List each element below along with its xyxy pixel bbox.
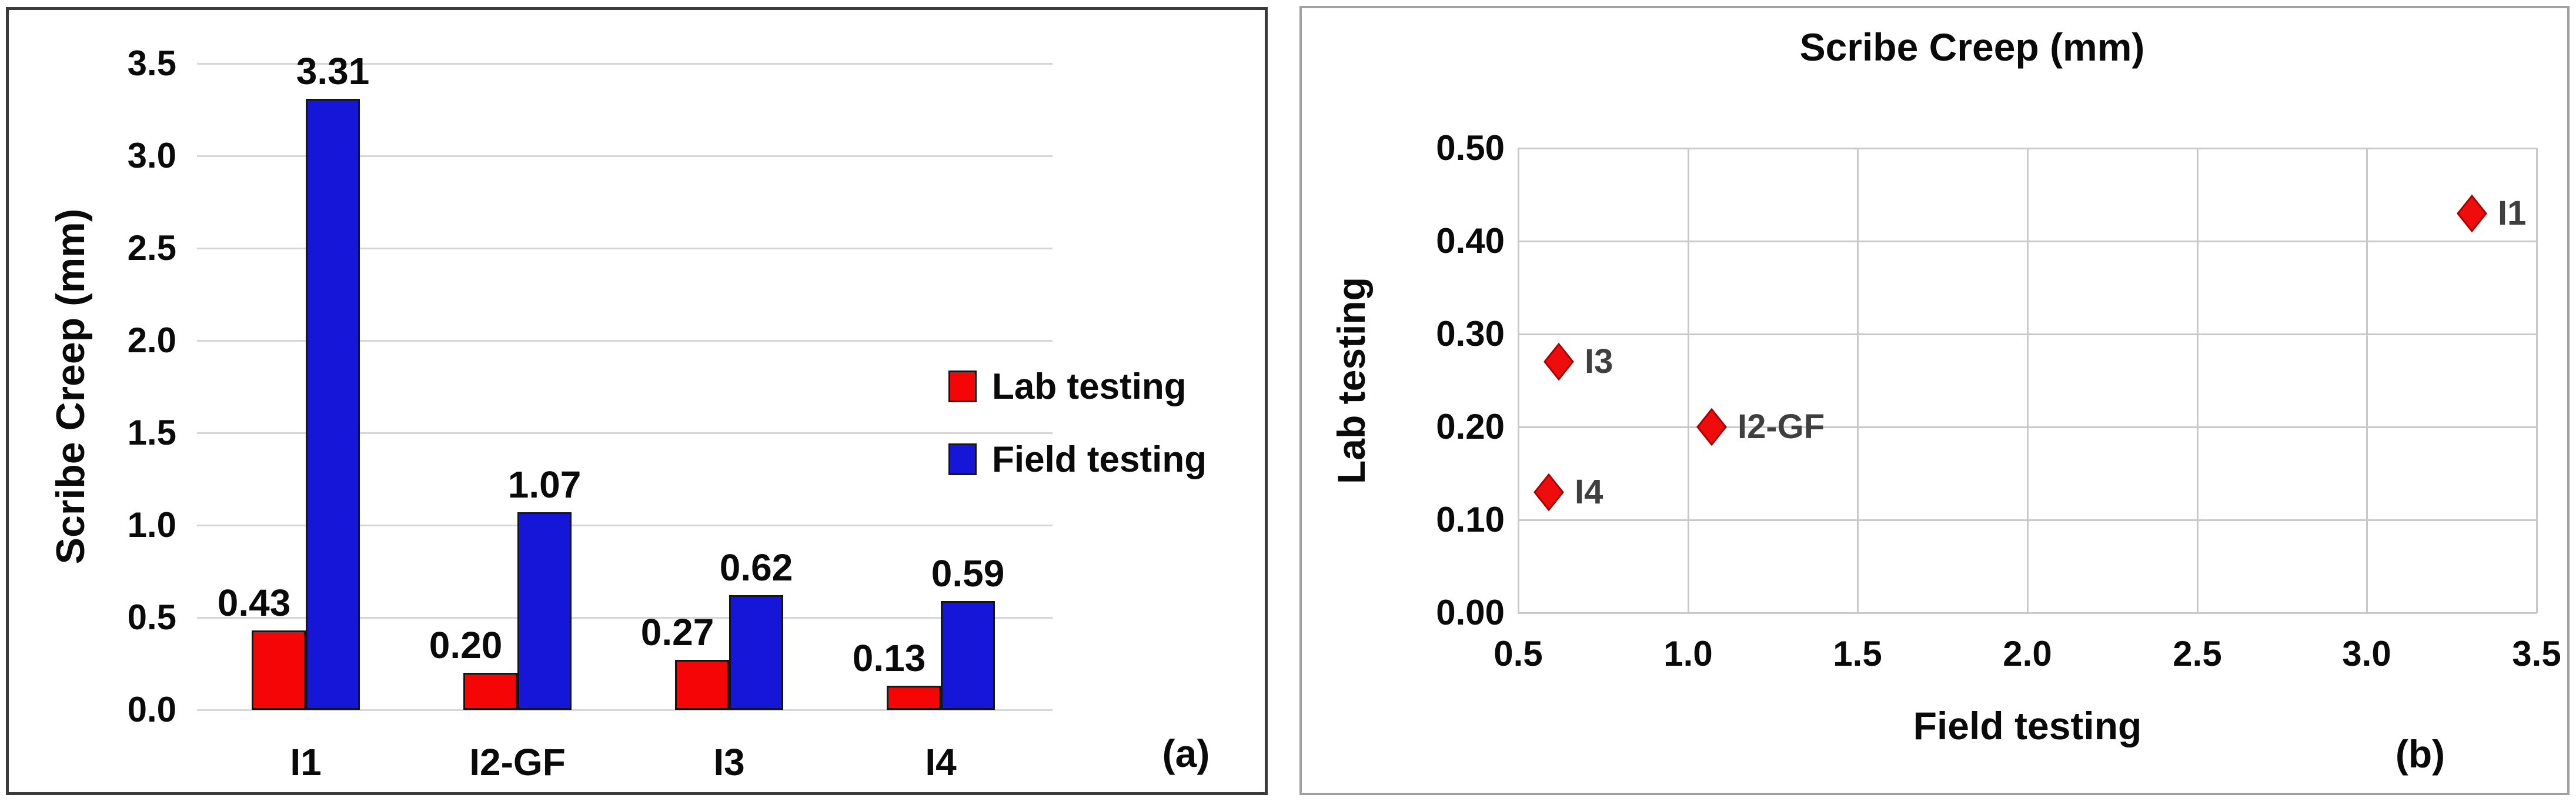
diamond-shape bbox=[1543, 342, 1574, 381]
data-point-label-i3: I3 bbox=[1585, 342, 1613, 381]
y-tick-label-b: 0.30 bbox=[1436, 314, 1505, 353]
chart-title-b: Scribe Creep (mm) bbox=[1799, 25, 2145, 69]
gridline-v-b bbox=[1688, 148, 1689, 613]
y-tick-label-a: 2.0 bbox=[127, 321, 176, 360]
data-label-lab-testing-i1: 0.43 bbox=[217, 582, 291, 624]
data-label-field-testing-i2-gf: 1.07 bbox=[507, 463, 582, 506]
gridline-h-a bbox=[197, 709, 1053, 711]
gridline-v-b bbox=[2027, 148, 2029, 613]
bar-field-testing-i2-gf bbox=[517, 512, 572, 710]
legend-swatch-lab-testing bbox=[948, 371, 977, 402]
panel-b-scatter-chart: Scribe Creep (mm) Lab testing Field test… bbox=[1299, 6, 2570, 795]
data-label-lab-testing-i3: 0.27 bbox=[640, 611, 714, 653]
data-point-diamond-i1 bbox=[2457, 194, 2487, 233]
x-tick-label-b: 2.5 bbox=[2173, 634, 2222, 673]
data-label-lab-testing-i4: 0.13 bbox=[852, 637, 926, 679]
legend-label-lab-testing: Lab testing bbox=[992, 366, 1187, 407]
x-category-label-i3: I3 bbox=[713, 741, 745, 783]
data-point-diamond-i2-gf bbox=[1696, 408, 1727, 446]
gridline-h-a bbox=[197, 617, 1053, 619]
legend: Lab testing Field testing bbox=[948, 350, 1207, 496]
x-tick-label-b: 2.0 bbox=[2003, 634, 2052, 673]
x-tick-label-b: 0.5 bbox=[1494, 634, 1543, 673]
legend-item-lab-testing: Lab testing bbox=[948, 350, 1207, 423]
gridline-v-b bbox=[2197, 148, 2199, 613]
legend-label-field-testing: Field testing bbox=[992, 439, 1207, 480]
gridline-h-a bbox=[197, 63, 1053, 65]
y-tick-label-a: 0.5 bbox=[127, 598, 176, 637]
gridline-h-b bbox=[1518, 148, 2537, 149]
legend-item-field-testing: Field testing bbox=[948, 423, 1207, 496]
data-point-label-i4: I4 bbox=[1575, 473, 1603, 511]
gridline-h-b bbox=[1518, 519, 2537, 521]
x-tick-label-b: 3.0 bbox=[2342, 634, 2391, 673]
gridline-h-b bbox=[1518, 241, 2537, 242]
y-axis-title-b: Lab testing bbox=[1329, 276, 1373, 485]
gridline-h-a bbox=[197, 525, 1053, 526]
gridline-v-b bbox=[1857, 148, 1859, 613]
panel-a-bar-chart: Scribe Creep (mm) Lab testing Field test… bbox=[6, 7, 1268, 795]
data-point-diamond-i3 bbox=[1543, 342, 1574, 381]
y-tick-label-a: 1.0 bbox=[127, 505, 176, 545]
y-tick-label-a: 0.0 bbox=[127, 690, 176, 729]
x-axis-title-b: Field testing bbox=[1913, 704, 2142, 747]
y-tick-label-b: 0.10 bbox=[1436, 500, 1505, 539]
data-label-field-testing-i3: 0.62 bbox=[719, 546, 793, 589]
y-tick-label-b: 0.20 bbox=[1436, 407, 1505, 446]
x-tick-label-b: 3.5 bbox=[2512, 634, 2561, 673]
gridline-h-b bbox=[1518, 333, 2537, 335]
diamond-shape bbox=[2457, 194, 2487, 233]
y-tick-label-a: 1.5 bbox=[127, 413, 176, 452]
gridline-h-a bbox=[197, 340, 1053, 342]
gridline-h-a bbox=[197, 248, 1053, 249]
data-label-lab-testing-i2-gf: 0.20 bbox=[429, 624, 503, 666]
data-label-field-testing-i1: 3.31 bbox=[296, 50, 370, 92]
panel-label-b: (b) bbox=[2395, 732, 2445, 776]
gridline-v-b bbox=[2536, 148, 2538, 613]
y-tick-label-a: 3.0 bbox=[127, 136, 176, 175]
data-label-field-testing-i4: 0.59 bbox=[931, 552, 1005, 595]
gridline-v-b bbox=[1518, 148, 1519, 613]
y-tick-label-b: 0.00 bbox=[1436, 593, 1505, 632]
panel-label-a: (a) bbox=[1162, 732, 1210, 775]
x-tick-label-b: 1.0 bbox=[1663, 634, 1713, 673]
gridline-h-a bbox=[197, 155, 1053, 157]
bar-lab-testing-i1 bbox=[252, 630, 306, 710]
data-point-diamond-i4 bbox=[1533, 473, 1564, 512]
y-tick-label-a: 3.5 bbox=[127, 44, 176, 83]
gridline-h-a bbox=[197, 432, 1053, 434]
bar-lab-testing-i3 bbox=[675, 660, 729, 710]
y-tick-label-b: 0.50 bbox=[1436, 128, 1505, 168]
gridline-h-b bbox=[1518, 612, 2537, 614]
x-category-label-i4: I4 bbox=[925, 741, 957, 783]
gridline-v-b bbox=[2366, 148, 2368, 613]
gridline-h-b bbox=[1518, 426, 2537, 428]
legend-swatch-field-testing bbox=[948, 443, 977, 475]
x-category-label-i2-gf: I2-GF bbox=[469, 741, 566, 783]
x-tick-label-b: 1.5 bbox=[1833, 634, 1882, 673]
x-category-label-i1: I1 bbox=[290, 741, 322, 783]
bar-field-testing-i1 bbox=[306, 99, 360, 710]
bar-field-testing-i3 bbox=[729, 595, 783, 710]
diamond-shape bbox=[1533, 473, 1564, 512]
data-point-label-i1: I1 bbox=[2498, 194, 2527, 232]
bar-lab-testing-i2-gf bbox=[463, 673, 517, 710]
bar-field-testing-i4 bbox=[941, 601, 995, 710]
diamond-shape bbox=[1696, 408, 1727, 446]
y-tick-label-a: 2.5 bbox=[127, 228, 176, 268]
bar-lab-testing-i4 bbox=[887, 686, 941, 710]
data-point-label-i2-gf: I2-GF bbox=[1738, 408, 1825, 446]
y-tick-label-b: 0.40 bbox=[1436, 221, 1505, 261]
